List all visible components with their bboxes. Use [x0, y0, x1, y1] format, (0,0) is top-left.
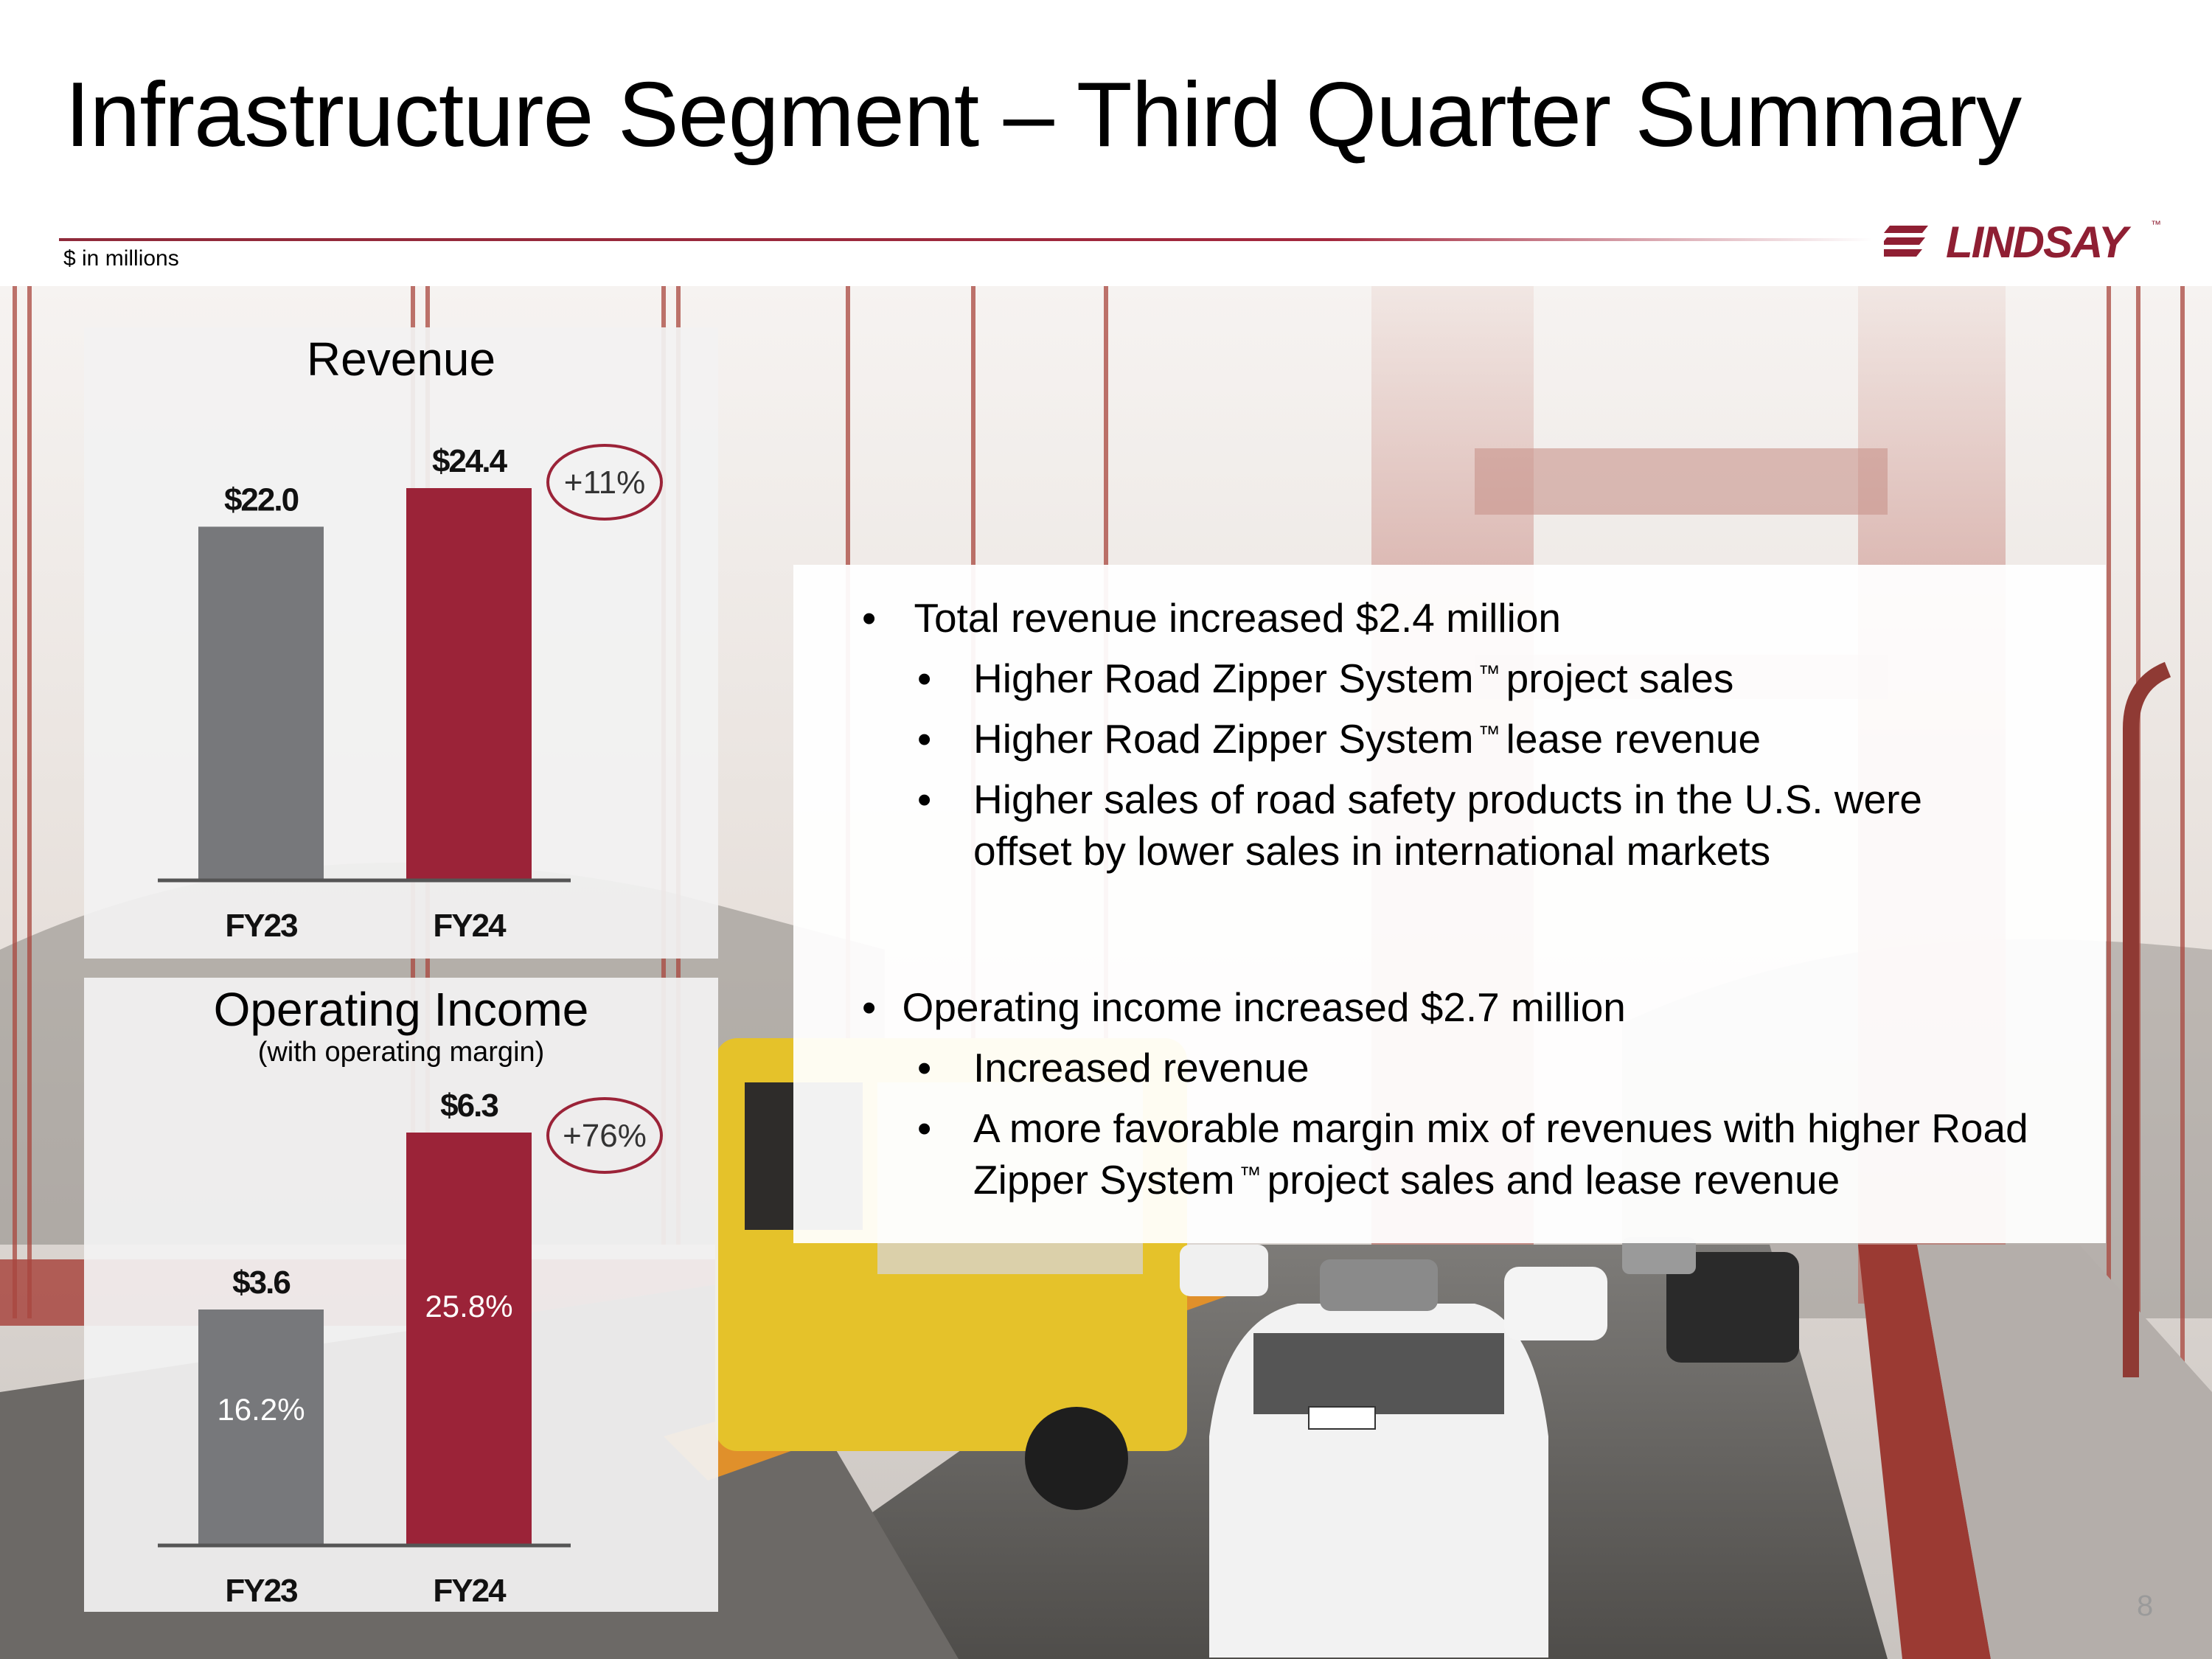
bullet-text: Operating income increased $2.7 million [902, 984, 1626, 1030]
margin-label: 25.8% [425, 1289, 512, 1324]
logo-stripes-icon [1884, 226, 1928, 257]
bar-value-label: $22.0 [224, 481, 299, 518]
revenue-chart: $22.0 FY23 $24.4 FY24 +11% [158, 443, 663, 944]
x-tick-label: FY24 [433, 1573, 507, 1609]
bullet-marker: • [917, 655, 932, 701]
bullet-text: Higher Road Zipper System [973, 655, 1474, 701]
bullet-marker: • [917, 1045, 932, 1091]
bullet-revenue-sub-2: • Higher Road Zipper System ™ lease revenu… [917, 713, 1761, 765]
units-note: $ in millions [63, 246, 179, 271]
logo-wordmark: LINDSAY [1946, 218, 2128, 267]
bullet-text-cont: lease revenue [1506, 716, 1761, 762]
bullet-opinc-sub-2: • A more favorable margin mix of revenue… [917, 1102, 2028, 1154]
summary-text-panel: • Total revenue increased $2.4 million •… [793, 565, 2106, 1243]
bullet-text: Higher Road Zipper System [973, 716, 1474, 762]
operating-income-chart: $3.6 FY23 16.2% $6.3 FY24 25.8% +76% [158, 1088, 663, 1609]
revenue-chart-panel: Revenue $22.0 FY23 $24.4 FY24 +11% [84, 327, 718, 959]
x-tick-label: FY24 [433, 908, 507, 944]
logo-trademark: ™ [2151, 218, 2161, 230]
bullet-text: A more favorable margin mix of revenues … [973, 1105, 2028, 1151]
bullet-revenue-sub-3-line-2: offset by lower sales in international m… [973, 828, 1771, 874]
trademark-symbol: ™ [1239, 1163, 1262, 1187]
operating-income-chart-title: Operating Income [213, 983, 589, 1036]
change-callout-label: +76% [563, 1118, 647, 1154]
bullet-text: Higher sales of road safety products in … [973, 776, 1923, 822]
bullet-marker: • [917, 716, 932, 762]
trademark-symbol: ™ [1478, 661, 1500, 686]
bar-fy23 [198, 1310, 324, 1545]
operating-income-chart-panel: Operating Income (with operating margin)… [84, 978, 718, 1612]
bullet-opinc-sub-1: • Increased revenue [917, 1042, 1310, 1093]
bullet-text: Zipper System [973, 1157, 1235, 1203]
summary-bullet-list: • Total revenue increased $2.4 million •… [793, 565, 2106, 1243]
bullet-revenue-main: • Total revenue increased $2.4 million [862, 592, 1561, 644]
bar-value-label: $6.3 [440, 1088, 498, 1124]
bullet-revenue-sub-3: • Higher sales of road safety products i… [917, 773, 1923, 825]
change-callout-oval [546, 444, 663, 521]
change-callout-oval [546, 1097, 663, 1174]
trademark-symbol: ™ [1478, 722, 1500, 746]
title-divider [59, 238, 1873, 241]
bar-fy24 [406, 488, 532, 880]
lindsay-logo: LINDSAY ™ [1884, 218, 2164, 267]
margin-label: 16.2% [217, 1392, 305, 1427]
bullet-marker: • [917, 776, 932, 822]
bullet-text: Total revenue increased $2.4 million [914, 595, 1561, 641]
bar-value-label: $24.4 [432, 443, 508, 479]
bullet-marker: • [917, 1105, 932, 1151]
bullet-marker: • [862, 595, 877, 641]
x-tick-label: FY23 [225, 1573, 297, 1609]
bullet-revenue-sub-1: • Higher Road Zipper System ™ project sale… [917, 653, 1734, 704]
bullet-text: Increased revenue [973, 1045, 1310, 1091]
x-tick-label: FY23 [225, 908, 297, 944]
bar-fy24 [406, 1133, 532, 1545]
bullet-marker: • [862, 984, 877, 1030]
slide-title: Infrastructure Segment – Third Quarter S… [65, 64, 2022, 166]
bullet-text-cont: project sales and lease revenue [1267, 1157, 1840, 1203]
bullet-opinc-sub-2-line-2: Zipper System ™ project sales and lease re… [973, 1154, 1840, 1206]
bar-value-label: $3.6 [232, 1265, 290, 1301]
operating-income-chart-subtitle: (with operating margin) [257, 1037, 545, 1068]
change-callout-label: +11% [564, 465, 646, 501]
bullet-text-cont: project sales [1506, 655, 1734, 701]
revenue-chart-title: Revenue [306, 333, 496, 386]
bullet-opinc-main: • Operating income increased $2.7 millio… [862, 981, 1626, 1033]
bar-fy23 [198, 526, 324, 880]
page-number: 8 [2137, 1590, 2154, 1622]
